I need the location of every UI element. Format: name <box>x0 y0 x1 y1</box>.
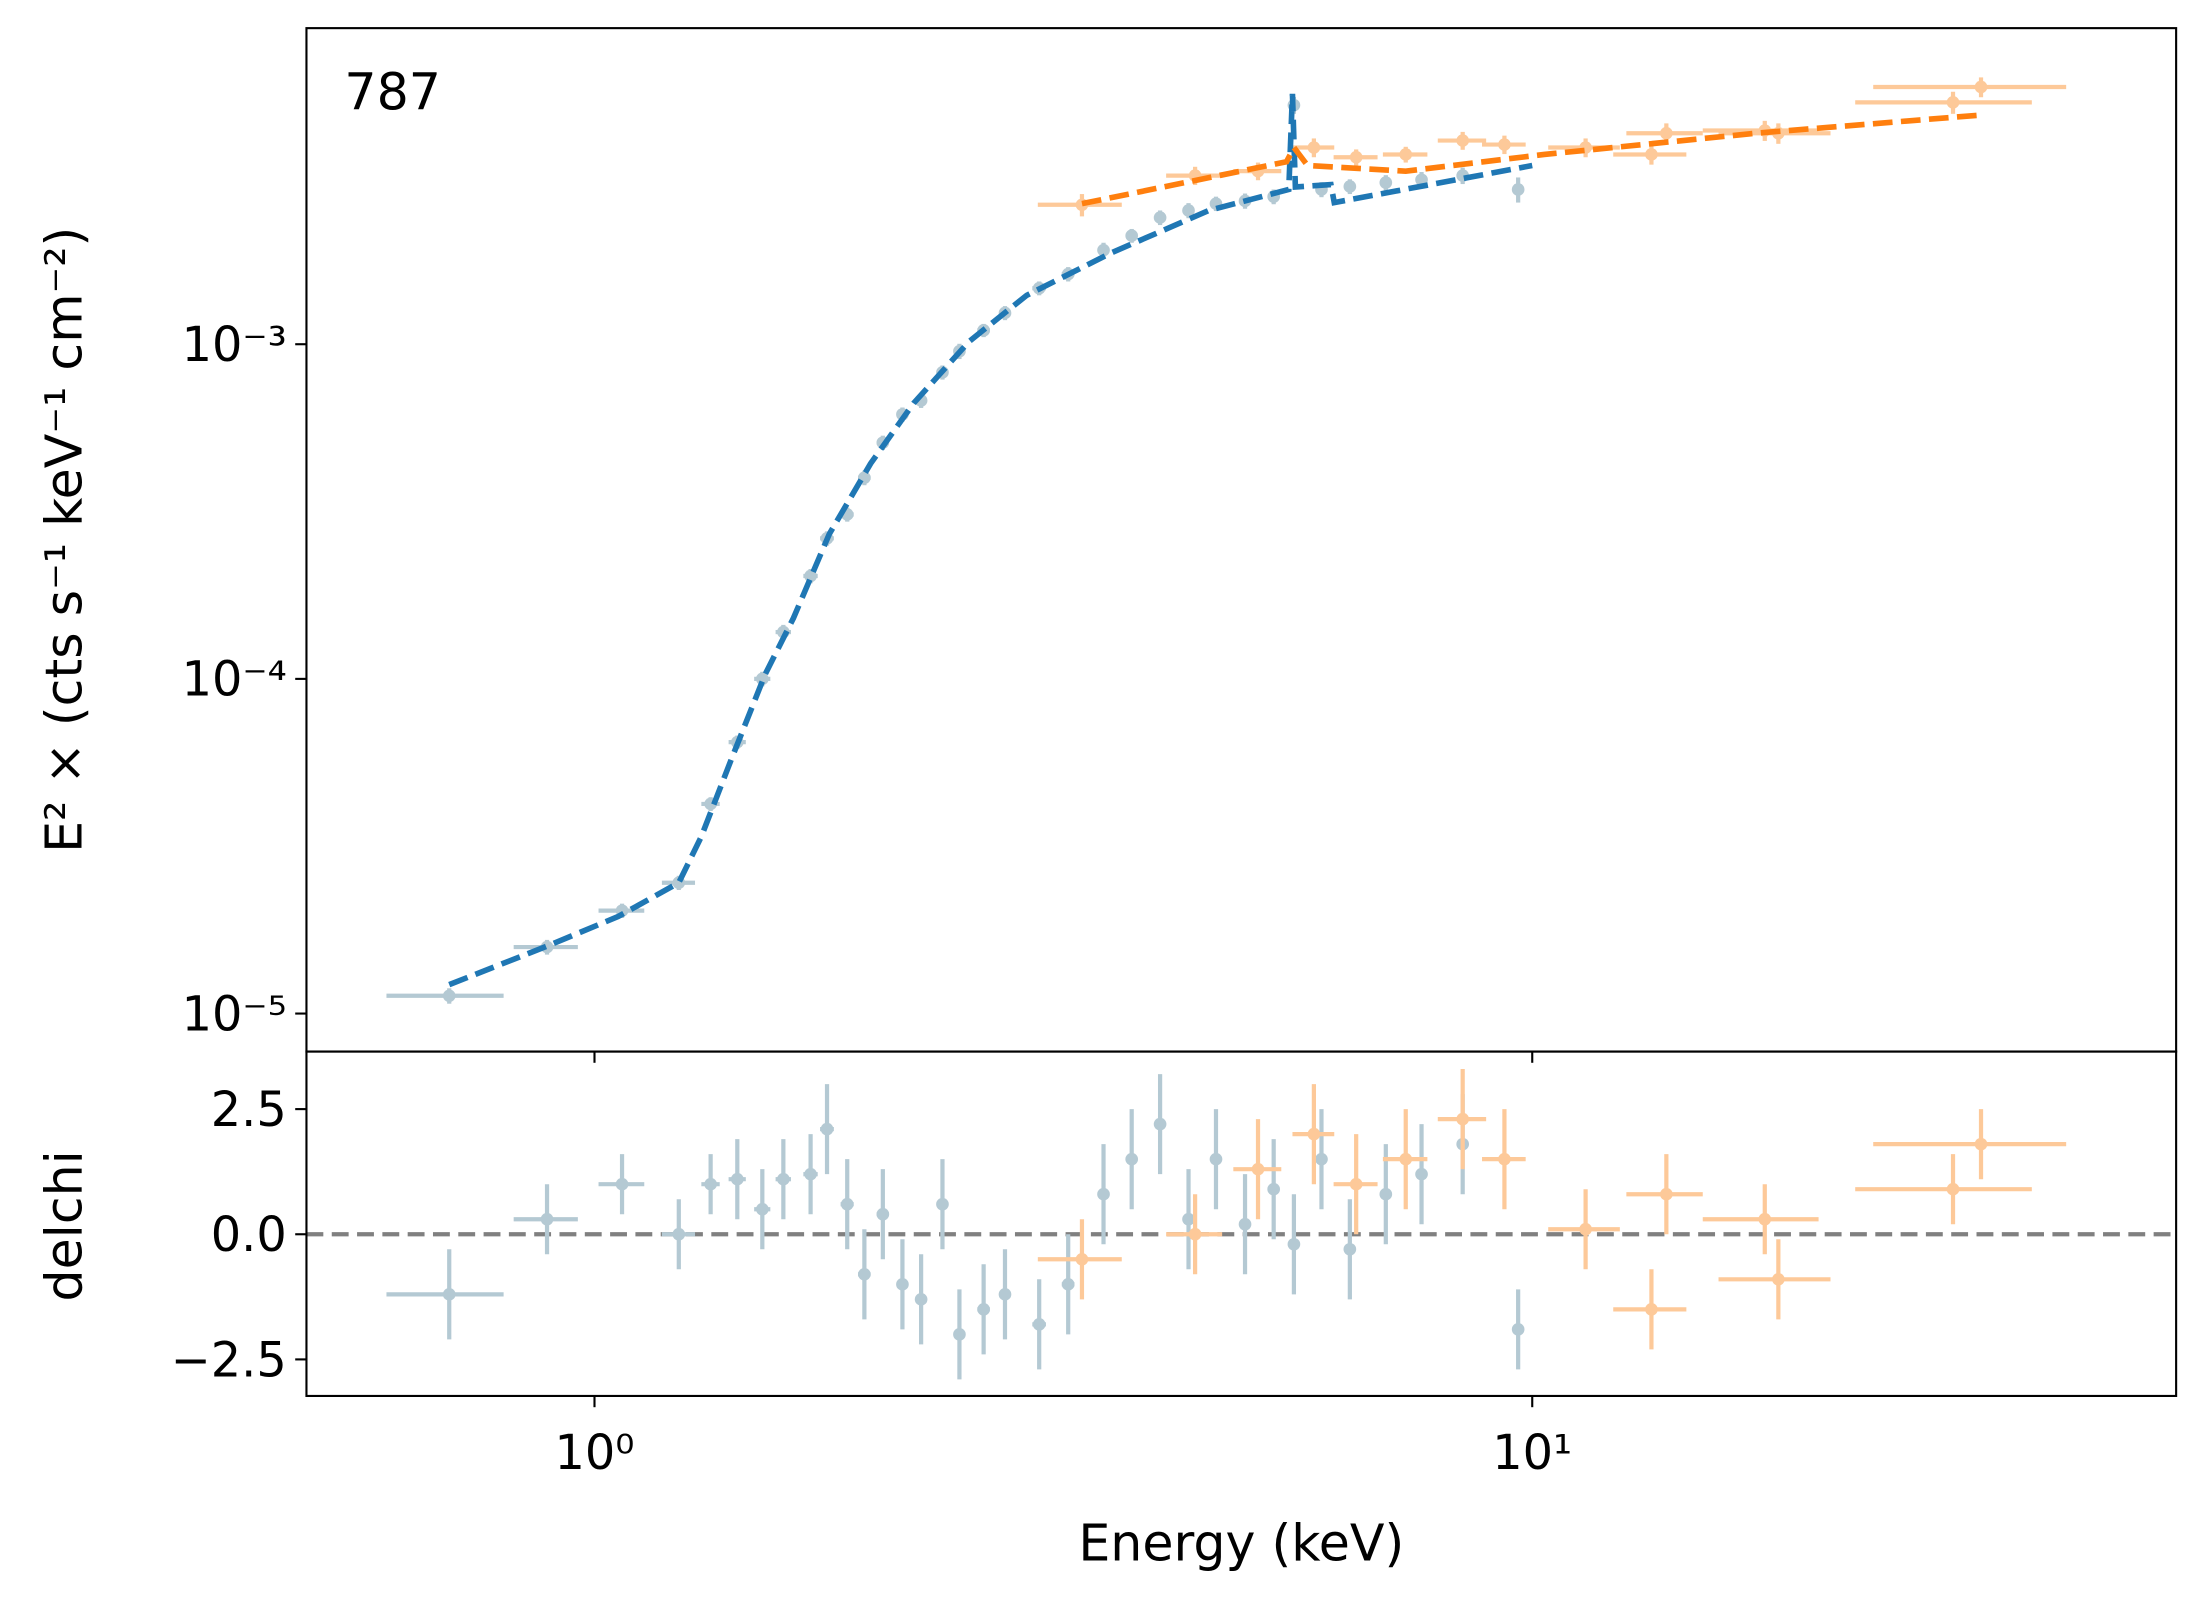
plot-frame <box>305 1050 2178 1398</box>
data-point <box>1660 126 1673 140</box>
data-point <box>1399 148 1413 161</box>
data-point <box>1267 1182 1281 1196</box>
data-point <box>1974 1137 1988 1151</box>
data-point <box>1772 1272 1785 1286</box>
data-point <box>730 1172 744 1186</box>
data-point <box>1946 1182 1960 1196</box>
data-point <box>896 1277 909 1291</box>
data-point <box>1125 229 1139 243</box>
data-point <box>953 1328 966 1341</box>
data-point <box>540 1212 554 1226</box>
annotation: 787 <box>344 63 441 122</box>
x-tick-label: 10⁰ <box>555 1426 635 1481</box>
data-point <box>1399 1152 1413 1166</box>
data-point <box>1379 1187 1393 1201</box>
data-point <box>1645 1303 1658 1316</box>
data-point <box>1032 1318 1046 1331</box>
data-point <box>1456 134 1470 147</box>
data-point <box>858 1267 871 1281</box>
data-point <box>936 1197 949 1211</box>
x-axis-label: Energy (keV) <box>1078 1513 1404 1572</box>
y-axis-label: delchi <box>35 1150 94 1301</box>
data-point <box>777 1172 790 1186</box>
data-point <box>442 1288 456 1301</box>
data-point <box>840 1197 854 1211</box>
data-point <box>755 1202 769 1216</box>
data-point <box>1287 1237 1301 1251</box>
model-line <box>1081 112 1982 207</box>
y-tick-label: −2.5 <box>171 1333 287 1388</box>
data-point <box>704 1177 717 1191</box>
data-point <box>672 1227 686 1241</box>
data-point <box>1379 176 1393 189</box>
data-point <box>1061 1277 1075 1291</box>
data-point <box>1498 1152 1511 1166</box>
model-line <box>448 93 1533 988</box>
data-point <box>1579 1222 1592 1236</box>
y-tick-label: 10⁻⁵ <box>182 987 287 1042</box>
y-tick-label: 10⁻⁴ <box>182 653 287 708</box>
data-point <box>1511 1323 1525 1336</box>
data-point <box>1153 1117 1167 1131</box>
data-point <box>1251 1162 1265 1176</box>
data-point <box>1188 1227 1202 1241</box>
data-point <box>914 1293 928 1306</box>
data-point <box>1511 183 1525 196</box>
data-point <box>1209 1152 1223 1166</box>
data-point <box>1645 148 1658 161</box>
y-tick-label: 2.5 <box>211 1083 287 1138</box>
data-point <box>1343 180 1357 193</box>
plot-frame <box>305 27 2178 1053</box>
y-tick-label: 0.0 <box>211 1208 287 1263</box>
data-point <box>1315 1152 1328 1166</box>
data-point <box>1758 1212 1772 1226</box>
data-point <box>1456 1112 1470 1126</box>
data-point <box>1075 1252 1089 1266</box>
data-point <box>998 1288 1012 1301</box>
data-point <box>1946 96 1960 109</box>
data-point <box>1415 1167 1428 1181</box>
data-point <box>1349 150 1363 164</box>
data-point <box>1974 80 1988 94</box>
data-point <box>1307 1127 1321 1141</box>
data-point <box>615 1177 629 1191</box>
data-point <box>1349 1177 1363 1191</box>
data-point <box>977 1303 990 1316</box>
data-point <box>1238 1217 1252 1231</box>
data-point <box>820 1122 834 1136</box>
data-point <box>876 1207 890 1221</box>
data-point <box>1182 1212 1195 1226</box>
data-point <box>1343 1242 1357 1256</box>
data-point <box>804 1167 817 1181</box>
y-tick-label: 10⁻³ <box>182 318 287 373</box>
data-point <box>1498 138 1511 151</box>
data-point <box>1097 1187 1110 1201</box>
data-point <box>442 989 456 1003</box>
x-tick-label: 10¹ <box>1492 1426 1572 1481</box>
data-point <box>1125 1152 1139 1166</box>
data-point <box>1153 211 1167 224</box>
y-axis-label: E² × (cts s⁻¹ keV⁻¹ cm⁻²) <box>35 227 94 853</box>
data-point <box>1307 141 1321 154</box>
data-point <box>1182 204 1195 217</box>
data-point <box>1097 243 1110 257</box>
data-point <box>1660 1187 1673 1201</box>
